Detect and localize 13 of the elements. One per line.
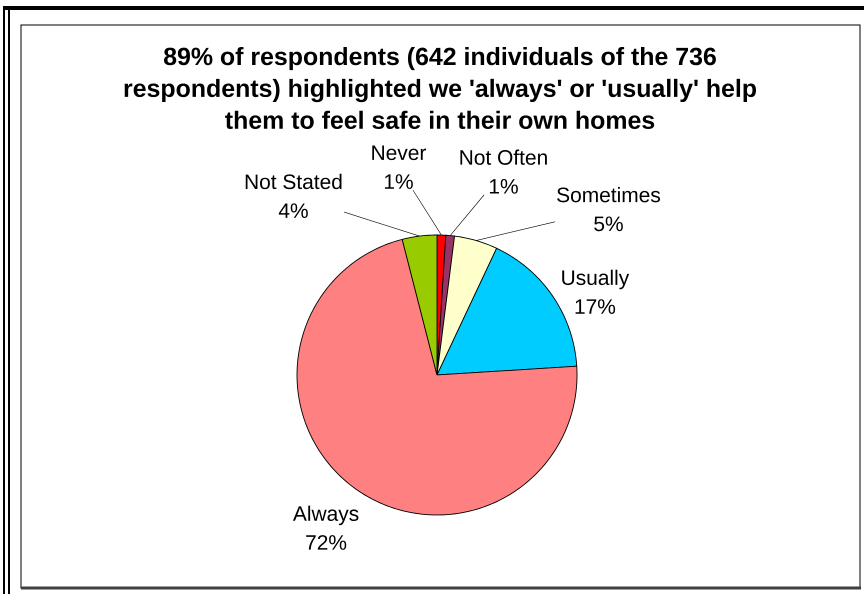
slice-label: Sometimes <box>557 186 660 202</box>
data-label: 1% <box>384 174 413 189</box>
data-label: 1% <box>490 179 518 194</box>
slice-label: Not Often <box>460 150 547 165</box>
slice-label: Never <box>372 146 426 160</box>
data-label: 17% <box>576 299 616 314</box>
data-label: 4% <box>278 203 308 218</box>
data-label: 5% <box>594 216 623 232</box>
slice-label: Always <box>292 506 358 526</box>
slice-label: Not Stated <box>246 174 342 190</box>
data-label: 72% <box>306 535 346 550</box>
slice-label: Usually <box>562 270 630 290</box>
chart-title: 89% of respondents (642 individuals of the 736 respondents) highlighted we 'always' or 'usually' help them to feel safe in their own homes <box>124 46 756 130</box>
